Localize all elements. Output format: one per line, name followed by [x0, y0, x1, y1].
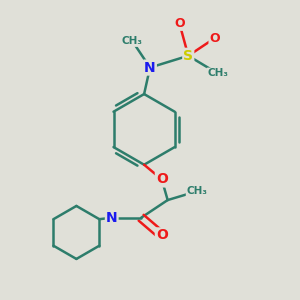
Text: O: O: [156, 172, 168, 186]
Text: S: S: [183, 49, 193, 63]
Text: N: N: [106, 211, 118, 225]
Text: CH₃: CH₃: [122, 36, 143, 46]
Text: CH₃: CH₃: [207, 68, 228, 78]
Text: O: O: [156, 228, 168, 242]
Text: N: N: [144, 61, 156, 75]
Text: CH₃: CH₃: [187, 186, 208, 196]
Text: O: O: [174, 17, 185, 30]
Text: O: O: [209, 32, 220, 45]
